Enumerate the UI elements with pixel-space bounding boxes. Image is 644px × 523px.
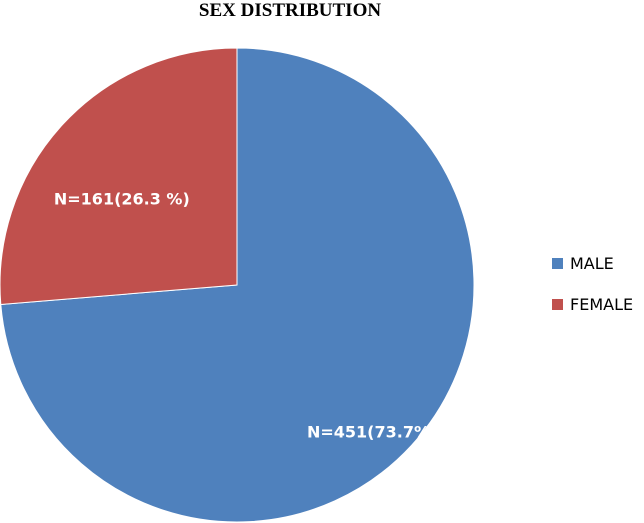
legend-label-male: MALE (570, 254, 614, 273)
slice-label-female: N=161(26.3 %) (54, 190, 190, 209)
pie-slice-female (0, 47, 238, 305)
pie-slices (0, 47, 475, 523)
slice-label-male: N=451(73.7%) (307, 422, 437, 441)
chart-title: SEX DISTRIBUTION (199, 0, 381, 21)
legend-swatch-female (552, 299, 563, 310)
legend: MALE FEMALE (552, 254, 633, 314)
legend-label-female: FEMALE (570, 295, 633, 314)
slice-labels: N=451(73.7%) N=161(26.3 %) (54, 190, 437, 442)
legend-swatch-male (552, 258, 563, 269)
